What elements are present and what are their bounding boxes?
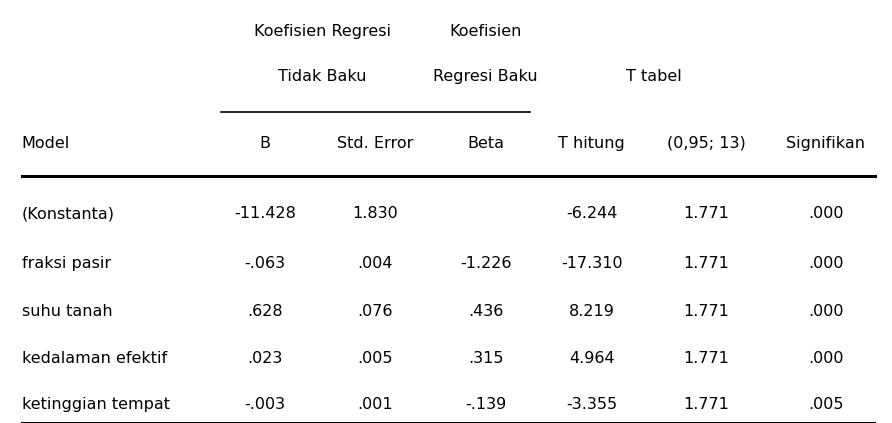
- Text: -11.428: -11.428: [234, 206, 296, 221]
- Text: -6.244: -6.244: [566, 206, 617, 221]
- Text: suhu tanah: suhu tanah: [21, 304, 112, 319]
- Text: 1.830: 1.830: [352, 206, 398, 221]
- Text: fraksi pasir: fraksi pasir: [21, 256, 111, 271]
- Text: Model: Model: [21, 136, 70, 151]
- Text: Koefisien: Koefisien: [450, 24, 522, 38]
- Text: 1.771: 1.771: [684, 206, 730, 221]
- Text: 1.771: 1.771: [684, 351, 730, 366]
- Text: .076: .076: [358, 304, 393, 319]
- Text: .000: .000: [808, 256, 844, 271]
- Text: .628: .628: [247, 304, 283, 319]
- Text: -17.310: -17.310: [561, 256, 623, 271]
- Text: Koefisien Regresi: Koefisien Regresi: [254, 24, 391, 38]
- Text: Beta: Beta: [467, 136, 504, 151]
- Text: 1.771: 1.771: [684, 256, 730, 271]
- Text: Signifikan: Signifikan: [787, 136, 865, 151]
- Text: B: B: [260, 136, 270, 151]
- Text: .000: .000: [808, 304, 844, 319]
- Text: 1.771: 1.771: [684, 397, 730, 412]
- Text: -.063: -.063: [244, 256, 285, 271]
- Text: -.139: -.139: [465, 397, 507, 412]
- Text: T hitung: T hitung: [558, 136, 625, 151]
- Text: -1.226: -1.226: [460, 256, 511, 271]
- Text: .436: .436: [468, 304, 503, 319]
- Text: .005: .005: [808, 397, 844, 412]
- Text: 8.219: 8.219: [569, 304, 615, 319]
- Text: 4.964: 4.964: [569, 351, 615, 366]
- Text: T tabel: T tabel: [626, 69, 681, 84]
- Text: kedalaman efektif: kedalaman efektif: [21, 351, 167, 366]
- Text: Std. Error: Std. Error: [337, 136, 414, 151]
- Text: .000: .000: [808, 206, 844, 221]
- Text: -.003: -.003: [244, 397, 285, 412]
- Text: Tidak Baku: Tidak Baku: [278, 69, 367, 84]
- Text: .000: .000: [808, 351, 844, 366]
- Text: .004: .004: [358, 256, 393, 271]
- Text: .023: .023: [247, 351, 283, 366]
- Text: .001: .001: [358, 397, 393, 412]
- Text: ketinggian tempat: ketinggian tempat: [21, 397, 169, 412]
- Text: Regresi Baku: Regresi Baku: [434, 69, 538, 84]
- Text: -3.355: -3.355: [566, 397, 617, 412]
- Text: .315: .315: [468, 351, 503, 366]
- Text: (Konstanta): (Konstanta): [21, 206, 115, 221]
- Text: 1.771: 1.771: [684, 304, 730, 319]
- Text: .005: .005: [358, 351, 393, 366]
- Text: (0,95; 13): (0,95; 13): [667, 136, 746, 151]
